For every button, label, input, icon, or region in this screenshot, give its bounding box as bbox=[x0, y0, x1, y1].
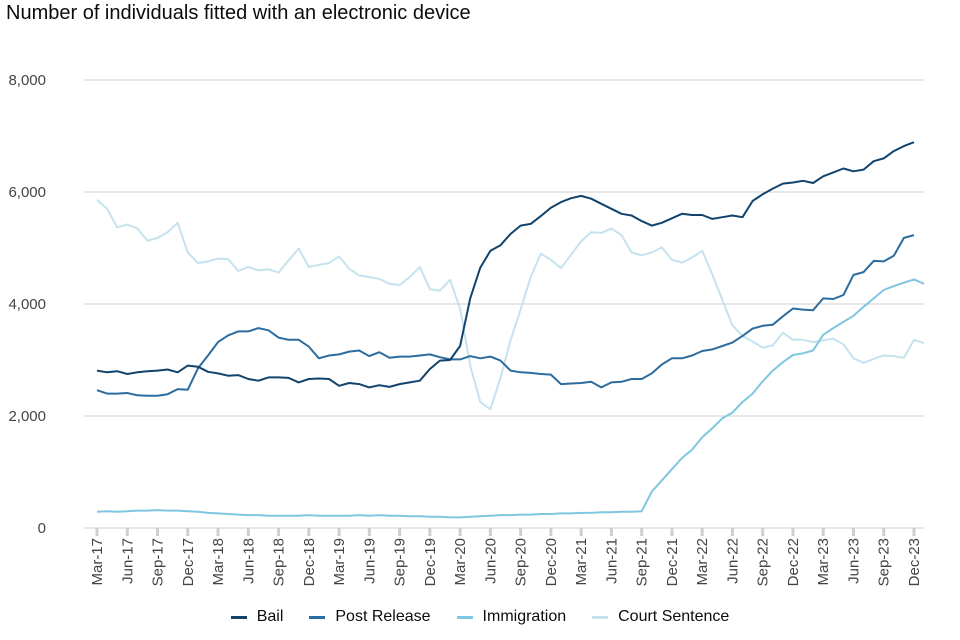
gridlines bbox=[84, 79, 924, 529]
series-line-bail bbox=[96, 141, 915, 389]
x-tick-label: Sep-21 bbox=[634, 538, 651, 586]
legend-label: Bail bbox=[256, 608, 284, 625]
x-tick-label: Sep-22 bbox=[755, 538, 772, 586]
x-axis-ticks: Mar-17 Jun-17 Sep-17 Dec-17 Mar-18 Jun-18 Sep-… bbox=[89, 528, 923, 586]
legend-label: Court Sentence bbox=[618, 608, 730, 625]
x-tick-label: Sep-23 bbox=[876, 538, 893, 586]
y-tick-label: 6,000 bbox=[8, 184, 46, 201]
x-tick-label: Sep-19 bbox=[392, 538, 409, 586]
x-tick-label: Mar-20 bbox=[452, 538, 469, 586]
x-tick-label: Jun-21 bbox=[603, 538, 620, 584]
x-tick-label: Jun-19 bbox=[361, 538, 378, 584]
x-tick-label: Jun-20 bbox=[482, 538, 499, 584]
x-tick-label: Dec-21 bbox=[664, 538, 681, 586]
chart-title: Number of individuals fitted with an ele… bbox=[6, 2, 471, 24]
legend-label: Immigration bbox=[482, 608, 567, 625]
x-tick-label: Dec-18 bbox=[301, 538, 318, 586]
x-tick-label: Sep-17 bbox=[150, 538, 167, 586]
x-tick-label: Jun-23 bbox=[845, 538, 862, 584]
x-tick-label: Dec-20 bbox=[543, 538, 560, 586]
x-tick-label: Jun-17 bbox=[119, 538, 136, 584]
legend: Bail Post Release Immigration Court Sentenc… bbox=[0, 608, 960, 626]
series-line-post-release bbox=[96, 234, 915, 397]
legend-swatch bbox=[230, 615, 247, 619]
y-tick-label: 4,000 bbox=[8, 296, 46, 313]
x-tick-label: Mar-17 bbox=[89, 538, 106, 586]
legend-swatch bbox=[592, 615, 609, 619]
legend-label: Post Release bbox=[335, 608, 431, 625]
x-tick-label: Jun-22 bbox=[724, 538, 741, 584]
x-tick-label: Mar-18 bbox=[210, 538, 227, 586]
x-tick-label: Sep-18 bbox=[271, 538, 288, 586]
x-tick-label: Mar-21 bbox=[573, 538, 590, 586]
x-tick-label: Dec-17 bbox=[180, 538, 197, 586]
legend-item: Immigration bbox=[456, 608, 567, 626]
series-line-immigration bbox=[96, 278, 925, 519]
x-tick-label: Jun-18 bbox=[240, 538, 257, 584]
y-tick-label: 2,000 bbox=[8, 408, 46, 425]
y-axis-ticks: 0 2,000 4,000 6,000 8,000 bbox=[8, 72, 46, 537]
x-tick-label: Dec-22 bbox=[785, 538, 802, 586]
x-tick-label: Mar-23 bbox=[815, 538, 832, 586]
x-tick-label: Mar-19 bbox=[331, 538, 348, 586]
y-tick-label: 8,000 bbox=[8, 72, 46, 89]
series-line-court-sentence bbox=[96, 199, 925, 411]
x-tick-label: Mar-22 bbox=[694, 538, 711, 586]
x-tick-label: Sep-20 bbox=[513, 538, 530, 586]
legend-item: Bail bbox=[230, 608, 284, 626]
legend-item: Post Release bbox=[309, 608, 431, 626]
series-lines bbox=[96, 141, 925, 519]
x-tick-label: Dec-23 bbox=[906, 538, 923, 586]
legend-swatch bbox=[309, 615, 326, 619]
legend-item: Court Sentence bbox=[592, 608, 729, 626]
y-tick-label: 0 bbox=[38, 520, 46, 537]
legend-swatch bbox=[456, 615, 473, 619]
x-tick-label: Dec-19 bbox=[422, 538, 439, 586]
